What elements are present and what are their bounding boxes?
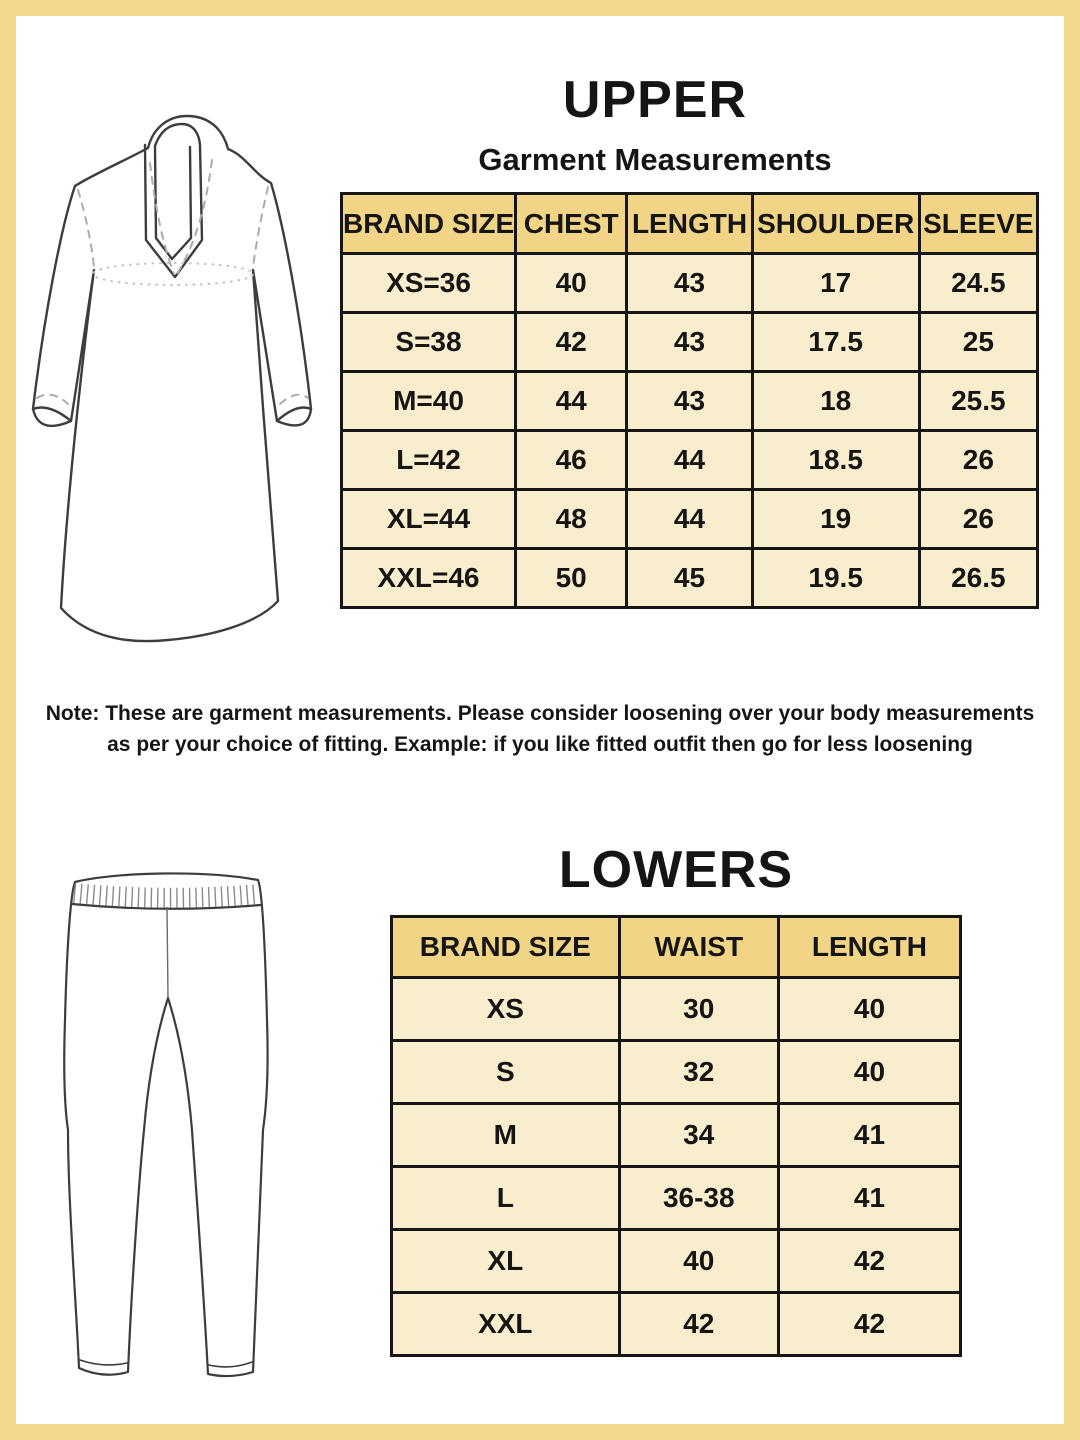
table-cell: XL <box>390 1228 621 1294</box>
lowers-size-table: BRAND SIZE WAIST LENGTH XS 30 40 S 32 40 M 34 41 L 3… <box>390 915 963 1357</box>
table-cell: 40 <box>776 1039 963 1105</box>
table-cell: 43 <box>625 252 754 314</box>
table-cell: 26.5 <box>917 547 1040 609</box>
table-cell: M=40 <box>340 370 517 432</box>
table-row: XS 30 40 <box>390 976 963 1042</box>
table-cell: 50 <box>513 547 629 609</box>
table-cell: 26 <box>917 488 1040 550</box>
kurta-line-drawing <box>31 114 313 643</box>
column-header: LENGTH <box>625 192 754 255</box>
table-cell: 45 <box>625 547 754 609</box>
column-header: SLEEVE <box>917 192 1040 255</box>
table-row: XXL=46 50 45 19.5 26.5 <box>340 547 1040 609</box>
table-cell: 41 <box>776 1102 963 1168</box>
table-cell: S=38 <box>340 311 517 373</box>
table-cell: 32 <box>617 1039 780 1105</box>
table-cell: S <box>390 1039 621 1105</box>
table-row: XL=44 48 44 19 26 <box>340 488 1040 550</box>
table-cell: XXL <box>390 1291 621 1357</box>
table-cell: M <box>390 1102 621 1168</box>
table-cell: 25.5 <box>917 370 1040 432</box>
table-row: XXL 42 42 <box>390 1291 963 1357</box>
measurement-note: Note: These are garment measurements. Pl… <box>0 698 1080 760</box>
table-cell: XL=44 <box>340 488 517 550</box>
lowers-table-header-row: BRAND SIZE WAIST LENGTH <box>390 915 963 979</box>
table-cell: 42 <box>776 1291 963 1357</box>
table-cell: 42 <box>513 311 629 373</box>
table-cell: L <box>390 1165 621 1231</box>
table-cell: 42 <box>776 1228 963 1294</box>
table-row: L 36-38 41 <box>390 1165 963 1231</box>
upper-section-title: UPPER <box>562 71 748 129</box>
table-cell: 48 <box>513 488 629 550</box>
table-cell: 44 <box>513 370 629 432</box>
table-cell: 43 <box>625 311 754 373</box>
table-cell: 43 <box>625 370 754 432</box>
upper-section-subtitle: Garment Measurements <box>478 142 832 177</box>
note-line-2: as per your choice of fitting. Example: … <box>107 733 973 756</box>
table-cell: XXL=46 <box>340 547 517 609</box>
table-cell: L=42 <box>340 429 517 491</box>
table-cell: 40 <box>513 252 629 314</box>
table-row: XS=36 40 43 17 24.5 <box>340 252 1040 314</box>
column-header: BRAND SIZE <box>340 192 517 255</box>
table-cell: XS=36 <box>340 252 517 314</box>
table-cell: 42 <box>617 1291 780 1357</box>
table-row: M=40 44 43 18 25.5 <box>340 370 1040 432</box>
table-cell: 24.5 <box>917 252 1040 314</box>
table-row: S 32 40 <box>390 1039 963 1105</box>
table-row: S=38 42 43 17.5 25 <box>340 311 1040 373</box>
table-cell: 18.5 <box>750 429 921 491</box>
column-header: WAIST <box>617 915 780 979</box>
column-header: SHOULDER <box>750 192 921 255</box>
table-row: XL 40 42 <box>390 1228 963 1294</box>
table-cell: 44 <box>625 488 754 550</box>
table-cell: 30 <box>617 976 780 1042</box>
table-cell: 18 <box>750 370 921 432</box>
table-cell: 36-38 <box>617 1165 780 1231</box>
table-cell: 40 <box>776 976 963 1042</box>
column-header: LENGTH <box>776 915 963 979</box>
table-cell: 19.5 <box>750 547 921 609</box>
table-row: L=42 46 44 18.5 26 <box>340 429 1040 491</box>
table-cell: 26 <box>917 429 1040 491</box>
table-cell: 41 <box>776 1165 963 1231</box>
table-row: M 34 41 <box>390 1102 963 1168</box>
column-header: BRAND SIZE <box>390 915 621 979</box>
table-cell: 19 <box>750 488 921 550</box>
column-header: CHEST <box>513 192 629 255</box>
upper-size-table: BRAND SIZE CHEST LENGTH SHOULDER SLEEVE XS=3… <box>340 192 1040 609</box>
table-cell: 44 <box>625 429 754 491</box>
table-cell: XS <box>390 976 621 1042</box>
table-cell: 34 <box>617 1102 780 1168</box>
note-line-1: Note: These are garment measurements. Pl… <box>45 702 1035 725</box>
upper-table-header-row: BRAND SIZE CHEST LENGTH SHOULDER SLEEVE <box>340 192 1040 255</box>
table-cell: 17 <box>750 252 921 314</box>
lowers-section-title: LOWERS <box>558 841 794 899</box>
table-cell: 40 <box>617 1228 780 1294</box>
pants-line-drawing <box>63 872 269 1378</box>
table-cell: 25 <box>917 311 1040 373</box>
table-cell: 17.5 <box>750 311 921 373</box>
table-cell: 46 <box>513 429 629 491</box>
